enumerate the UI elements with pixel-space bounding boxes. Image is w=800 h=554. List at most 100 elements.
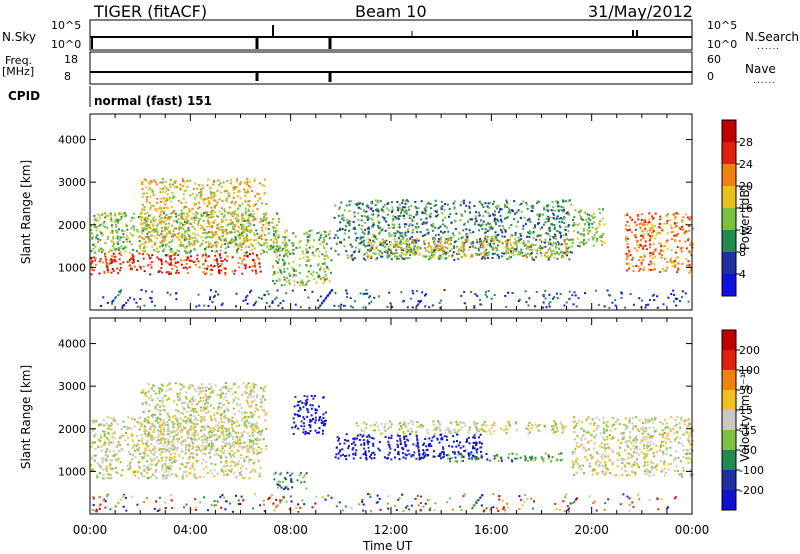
power-cell xyxy=(247,204,250,206)
power-cell xyxy=(403,233,406,236)
power-cell xyxy=(199,195,202,198)
velocity-cell xyxy=(242,417,245,420)
velocity-cell xyxy=(162,427,165,430)
power-cell xyxy=(234,217,237,220)
velocity-cell xyxy=(234,442,237,445)
power-cell xyxy=(205,197,208,200)
power-cell xyxy=(205,256,208,259)
power-cell xyxy=(687,239,690,242)
power-cell xyxy=(236,249,239,252)
power-cell xyxy=(544,238,547,241)
power-cell xyxy=(510,250,512,253)
power-cell xyxy=(538,215,541,218)
power-cell xyxy=(207,178,210,181)
power-cell xyxy=(163,185,166,188)
power-cell xyxy=(550,223,553,226)
power-cell xyxy=(440,208,443,210)
power-cell xyxy=(201,225,204,228)
power-cell xyxy=(143,221,145,224)
velocity-cell xyxy=(174,452,177,455)
power-cell xyxy=(614,299,617,302)
power-cell xyxy=(424,294,426,297)
power-cell xyxy=(648,239,651,242)
power-cell xyxy=(583,235,585,238)
power-cell xyxy=(417,239,420,242)
velocity-cell xyxy=(116,423,119,426)
velocity-cell xyxy=(229,433,232,436)
power-cell xyxy=(130,266,133,269)
power-cell xyxy=(405,212,408,215)
power-cell xyxy=(183,237,186,240)
power-cell xyxy=(278,258,281,261)
power-cell xyxy=(129,268,132,271)
power-cell xyxy=(139,215,142,218)
velocity-cell xyxy=(192,396,194,398)
power-cell xyxy=(252,205,255,208)
power-cell xyxy=(233,213,236,215)
power-cell xyxy=(678,239,681,242)
power-cell xyxy=(366,244,369,247)
power-cell xyxy=(676,222,678,225)
power-cell xyxy=(638,270,641,272)
power-cell xyxy=(674,217,677,220)
power-cell xyxy=(253,203,256,206)
power-cell xyxy=(660,249,663,252)
velocity-cell xyxy=(206,472,209,474)
velocity-cell xyxy=(252,384,255,387)
velocity-cell xyxy=(183,471,186,473)
velocity-cell xyxy=(113,454,116,457)
power-cell xyxy=(684,223,687,226)
power-cell xyxy=(555,292,558,295)
power-cell xyxy=(182,227,185,230)
power-cell xyxy=(100,232,103,235)
power-cell xyxy=(259,243,261,246)
power-cell xyxy=(681,225,684,228)
power-cell xyxy=(522,239,525,242)
power-cell xyxy=(334,250,337,253)
power-cell xyxy=(448,208,451,210)
power-cell xyxy=(374,252,377,255)
power-cell xyxy=(398,226,401,229)
power-cell xyxy=(580,210,582,213)
power-cell xyxy=(163,210,166,213)
power-cell xyxy=(685,257,688,260)
velocity-cell xyxy=(94,441,97,444)
velocity-cell xyxy=(193,475,196,478)
power-cell xyxy=(545,251,548,254)
power-cell xyxy=(209,298,211,301)
power-cell xyxy=(148,254,150,257)
velocity-cell xyxy=(112,441,115,444)
power-cell xyxy=(131,216,134,219)
power-cell xyxy=(685,213,687,216)
power-cell xyxy=(196,240,199,243)
power-cell xyxy=(217,223,220,226)
power-cell xyxy=(675,298,678,300)
power-cell xyxy=(253,263,256,266)
power-cell xyxy=(406,248,409,251)
power-cell xyxy=(150,234,153,237)
velocity-cell xyxy=(209,456,212,459)
velocity-cell xyxy=(255,407,258,410)
velocity-cell xyxy=(236,442,239,445)
power-cell xyxy=(97,241,99,244)
power-cell xyxy=(531,210,534,213)
power-cell xyxy=(224,230,227,233)
power-cell xyxy=(425,293,427,296)
power-cell xyxy=(487,202,490,205)
velocity-cell xyxy=(96,474,99,477)
velocity-cell xyxy=(102,423,105,426)
power-cell xyxy=(216,227,219,230)
velocity-cell xyxy=(147,416,150,419)
power-cell xyxy=(377,220,380,223)
power-cell xyxy=(319,266,322,269)
velocity-cell xyxy=(166,465,169,468)
power-cell xyxy=(140,289,143,292)
power-cell xyxy=(242,224,245,227)
power-cell xyxy=(626,243,629,246)
power-cell xyxy=(211,226,214,228)
velocity-cell xyxy=(225,456,228,459)
power-cell xyxy=(128,240,131,243)
power-cell xyxy=(165,227,167,230)
power-cell xyxy=(118,212,121,215)
velocity-cell xyxy=(164,459,167,462)
